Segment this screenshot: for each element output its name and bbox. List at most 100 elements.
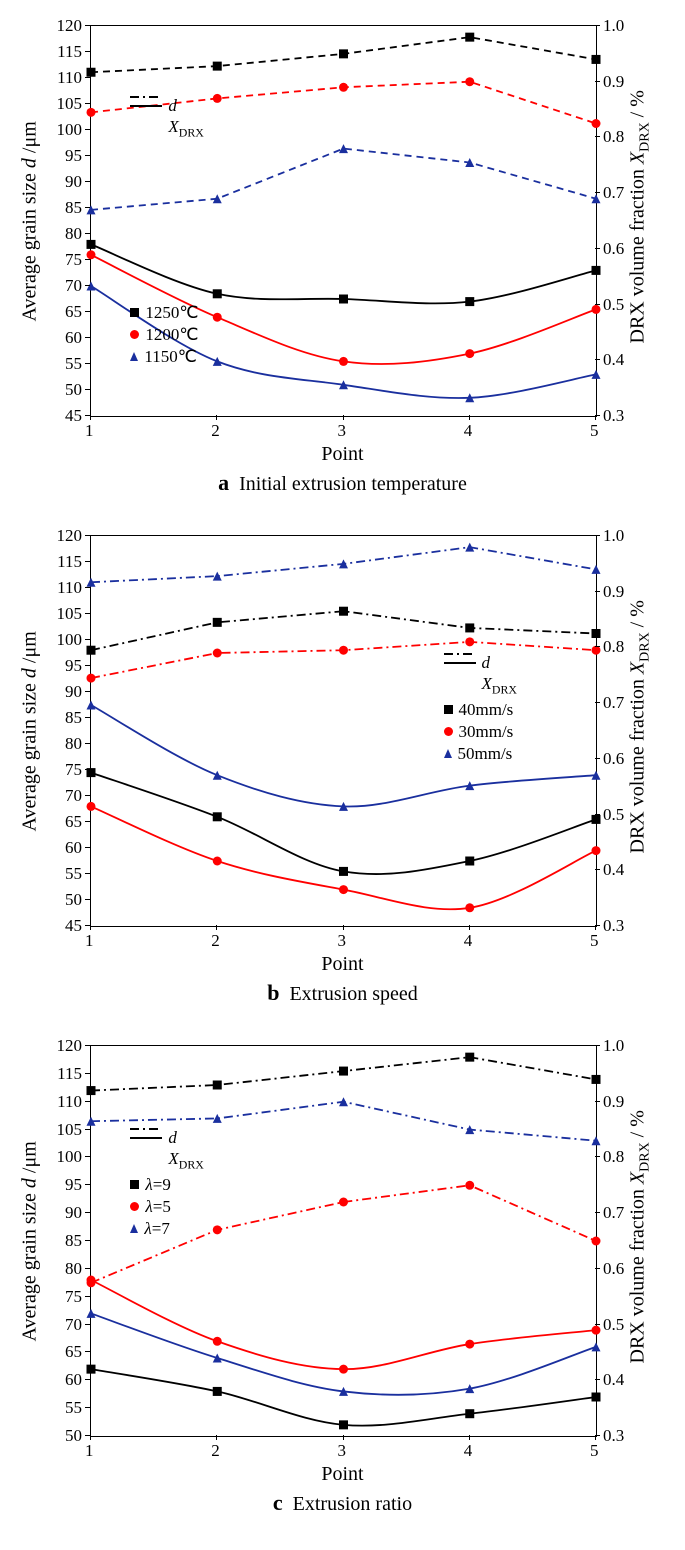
y-left-tick-label: 105 [57, 1120, 83, 1140]
x-tick-label: 5 [590, 1441, 599, 1461]
series-marker [87, 282, 96, 291]
y-left-tick-label: 55 [65, 354, 82, 374]
series-marker [592, 1326, 601, 1335]
y-right-tick [595, 359, 600, 360]
y-right-tick-label: 0.7 [603, 183, 624, 203]
y-left-tick [85, 1045, 90, 1046]
y-left-tick-label: 100 [57, 630, 83, 650]
y-left-tick-label: 70 [65, 1315, 82, 1335]
series-marker [592, 119, 601, 128]
y-right-tick-label: 1.0 [603, 526, 624, 546]
x-tick-label: 5 [590, 931, 599, 951]
y-left-tick [85, 1351, 90, 1352]
y-left-tick-label: 65 [65, 812, 82, 832]
y-left-tick-label: 95 [65, 656, 82, 676]
legend-row: 1150℃ [130, 346, 198, 368]
series-marker [339, 607, 348, 616]
y-left-tick-label: 45 [65, 916, 82, 936]
y-left-tick [85, 1435, 90, 1436]
y-right-tick-label: 0.8 [603, 637, 624, 657]
y-left-tick-label: 100 [57, 120, 83, 140]
legend-label: XDRX [168, 1146, 204, 1174]
y-right-tick [595, 925, 600, 926]
y-right-tick-label: 0.3 [603, 916, 624, 936]
legend-row: XDRX [130, 1149, 204, 1171]
legend-line-sample [130, 105, 162, 107]
y-left-tick [85, 1129, 90, 1130]
series-marker [592, 1342, 601, 1351]
y-right-tick [595, 415, 600, 416]
y-left-tick [85, 51, 90, 52]
series-marker [87, 1086, 96, 1095]
y-right-tick-label: 0.5 [603, 805, 624, 825]
series-marker [213, 313, 222, 322]
y-left-label: Average grain size d /μm [19, 1142, 42, 1342]
y-left-tick-label: 75 [65, 1287, 82, 1307]
x-tick [343, 415, 344, 420]
y-left-tick-label: 60 [65, 328, 82, 348]
series-marker [213, 1225, 222, 1234]
series-marker [592, 815, 601, 824]
y-right-tick [595, 535, 600, 536]
y-right-tick [595, 1156, 600, 1157]
y-left-tick-label: 105 [57, 604, 83, 624]
y-right-tick-label: 0.8 [603, 1147, 624, 1167]
panel-caption: b Extrusion speed [10, 980, 675, 1006]
y-left-tick [85, 233, 90, 234]
y-left-tick-label: 70 [65, 786, 82, 806]
line-style-legend: dXDRX [130, 1127, 204, 1171]
legend-label: XDRX [482, 671, 518, 699]
y-left-tick [85, 925, 90, 926]
y-right-tick [595, 248, 600, 249]
series-marker [213, 357, 222, 366]
legend-marker [130, 1224, 138, 1233]
y-right-tick [595, 1324, 600, 1325]
series-marker [213, 1114, 222, 1123]
series-marker [592, 565, 601, 574]
y-right-tick-label: 0.5 [603, 1315, 624, 1335]
legend-row: 1200℃ [130, 324, 198, 346]
y-left-tick [85, 25, 90, 26]
y-right-tick [595, 1101, 600, 1102]
y-left-tick-label: 70 [65, 276, 82, 296]
x-tick [343, 925, 344, 930]
series-marker [339, 885, 348, 894]
y-left-tick-label: 45 [65, 406, 82, 426]
y-left-tick [85, 129, 90, 130]
x-tick [90, 1435, 91, 1440]
y-left-tick-label: 85 [65, 198, 82, 218]
legend-row: λ=9 [130, 1174, 170, 1196]
legend-line-sample [444, 662, 476, 664]
series-marker [592, 1136, 601, 1145]
y-left-tick [85, 1407, 90, 1408]
y-left-tick-label: 50 [65, 890, 82, 910]
y-left-tick [85, 259, 90, 260]
legend-marker [130, 308, 139, 317]
x-tick [469, 925, 470, 930]
series-marker [465, 1053, 474, 1062]
y-right-tick [595, 758, 600, 759]
series-marker [465, 297, 474, 306]
legend-label: 1150℃ [144, 344, 196, 370]
y-left-label: Average grain size d /μm [19, 632, 42, 832]
x-label: Point [90, 1463, 595, 1486]
y-left-tick-label: 95 [65, 146, 82, 166]
x-tick-label: 2 [211, 421, 220, 441]
series-marker [465, 623, 474, 632]
y-left-tick-label: 115 [57, 552, 82, 572]
y-left-tick [85, 847, 90, 848]
x-tick [216, 1435, 217, 1440]
x-tick-label: 1 [85, 931, 94, 951]
series-marker [465, 1340, 474, 1349]
panel-b: 1234545505560657075808590951001051101151… [10, 520, 675, 1010]
y-left-tick [85, 821, 90, 822]
y-left-tick [85, 873, 90, 874]
panel-caption: c Extrusion ratio [10, 1490, 675, 1516]
x-tick [216, 925, 217, 930]
y-right-tick-label: 0.5 [603, 295, 624, 315]
y-left-tick-label: 90 [65, 1203, 82, 1223]
legend-marker [130, 1202, 139, 1211]
y-left-tick [85, 561, 90, 562]
y-left-tick [85, 1184, 90, 1185]
y-left-tick [85, 691, 90, 692]
